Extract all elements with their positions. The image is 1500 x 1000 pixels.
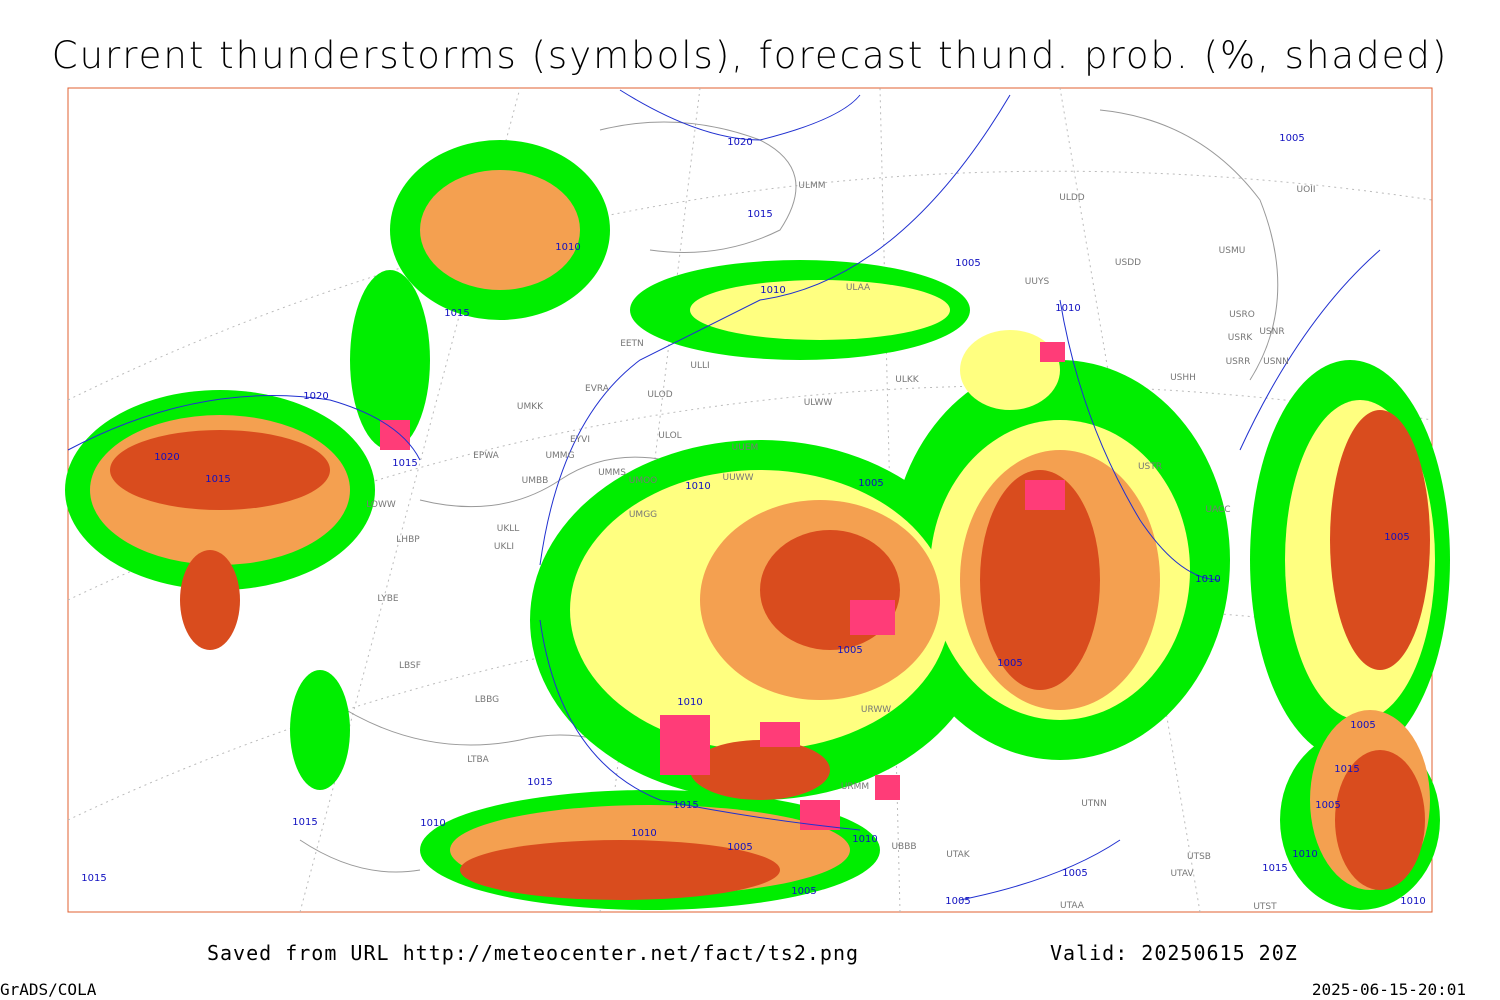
station-label: USRR: [1226, 357, 1251, 367]
station-label: UTAK: [946, 850, 971, 860]
station-label: ULMM: [798, 181, 825, 191]
isobar-label: 1005: [1279, 133, 1304, 144]
isobar-label: 1005: [858, 478, 883, 489]
station-label: UUYS: [1025, 277, 1050, 287]
isobar-label: 1015: [527, 777, 552, 788]
isobar-label: 1005: [997, 658, 1022, 669]
timestamp: 2025-06-15-20:01: [1312, 980, 1466, 999]
station-label: UMBB: [522, 476, 549, 486]
isobar-label: 1005: [1384, 532, 1409, 543]
isobar-label: 1010: [555, 242, 580, 253]
isobar-label: 1010: [760, 285, 785, 296]
probability-shading: [65, 140, 1450, 910]
station-label: EYVI: [570, 435, 590, 445]
station-label: LTBA: [467, 755, 489, 765]
station-label: USHH: [1170, 373, 1196, 383]
station-label: UTSB: [1187, 852, 1211, 862]
isobar-label: 1010: [685, 481, 710, 492]
isobar-label: 1005: [955, 258, 980, 269]
station-label: ULKK: [895, 375, 920, 385]
isobar-label: 1010: [1195, 574, 1220, 585]
station-label: ULWW: [804, 398, 833, 408]
map-area: [65, 87, 1450, 913]
isobar-label: 1010: [631, 828, 656, 839]
isobar-label: 1005: [1062, 868, 1087, 879]
isobar-label: 1015: [1334, 764, 1359, 775]
isobar-label: 1010: [1055, 303, 1080, 314]
station-label: ULOD: [647, 390, 672, 400]
station-label: UKLL: [497, 524, 520, 534]
station-label: USDD: [1115, 258, 1141, 268]
station-label: UMMG: [545, 451, 574, 461]
station-label: LBBG: [475, 695, 499, 705]
isobar-label: 1015: [392, 458, 417, 469]
isobar-label: 1005: [1350, 720, 1375, 731]
station-label: ULDD: [1059, 193, 1085, 203]
isobar-label: 1015: [81, 873, 106, 884]
station-label: UKLI: [494, 542, 514, 552]
isobar-label: 1010: [420, 818, 445, 829]
isobars: [67, 89, 1381, 901]
station-label: ULOL: [658, 431, 681, 441]
isobar-label: 1010: [677, 697, 702, 708]
source-url: Saved from URL http://meteocenter.net/fa…: [207, 941, 859, 965]
isobar-label: 1010: [1292, 849, 1317, 860]
station-label: USNN: [1263, 357, 1289, 367]
map-labels: 1020 1015 1010 1015 1010 1005 1010 1020 1020 1015…: [81, 133, 1425, 912]
station-label: EPWA: [473, 451, 500, 461]
station-label: ULLI: [690, 361, 709, 371]
title: Current thunderstorms (symbols), forecas…: [52, 34, 1449, 77]
isobar-label: 1020: [154, 452, 179, 463]
station-label: UTAV: [1170, 869, 1194, 879]
isobar-label: 1005: [837, 645, 862, 656]
station-label: LBSF: [399, 661, 421, 671]
station-label: URWW: [861, 705, 891, 715]
station-label: USTR: [1138, 462, 1162, 472]
station-label: UUEM: [732, 443, 759, 453]
station-label: UACC: [1205, 505, 1230, 515]
station-label: UTST: [1253, 902, 1277, 912]
isobar-label: 1020: [727, 137, 752, 148]
station-label: USMU: [1219, 246, 1246, 256]
station-label: UBBB: [891, 842, 916, 852]
isobar-label: 1005: [727, 842, 752, 853]
station-label: USRO: [1229, 310, 1255, 320]
isobar-label: 1010: [1400, 896, 1425, 907]
isobar-label: 1010: [852, 834, 877, 845]
isobar-label: 1015: [747, 209, 772, 220]
valid-time: Valid: 20250615 20Z: [1050, 941, 1298, 965]
station-label: EETN: [620, 339, 644, 349]
station-label: LHBP: [396, 535, 420, 545]
station-label: UUWW: [723, 473, 754, 483]
station-label: UTAA: [1060, 901, 1085, 911]
station-label: UMKK: [517, 402, 544, 412]
station-label: UTNN: [1081, 799, 1107, 809]
station-label: LOWW: [366, 500, 396, 510]
station-label: EVRA: [585, 384, 610, 394]
isobar-label: 1015: [673, 800, 698, 811]
station-label: URMM: [841, 782, 869, 792]
station-label: USRK: [1228, 333, 1254, 343]
isobar-label: 1015: [444, 308, 469, 319]
station-label: UMMS: [598, 468, 626, 478]
isobar-label: 1005: [791, 886, 816, 897]
isobar-label: 1005: [1315, 800, 1340, 811]
isobar-label: 1020: [303, 391, 328, 402]
isobar-label: 1015: [292, 817, 317, 828]
station-label: UMGG: [629, 510, 657, 520]
isobar-label: 1015: [1262, 863, 1287, 874]
station-label: LYBE: [377, 594, 398, 604]
station-label: UOII: [1297, 185, 1316, 195]
isobar-label: 1005: [945, 896, 970, 907]
software: GrADS/COLA: [0, 980, 97, 999]
station-label: ULAA: [846, 283, 871, 293]
station-label: UMOO: [629, 476, 658, 486]
isobar-label: 1015: [205, 474, 230, 485]
station-label: USNR: [1259, 327, 1284, 337]
